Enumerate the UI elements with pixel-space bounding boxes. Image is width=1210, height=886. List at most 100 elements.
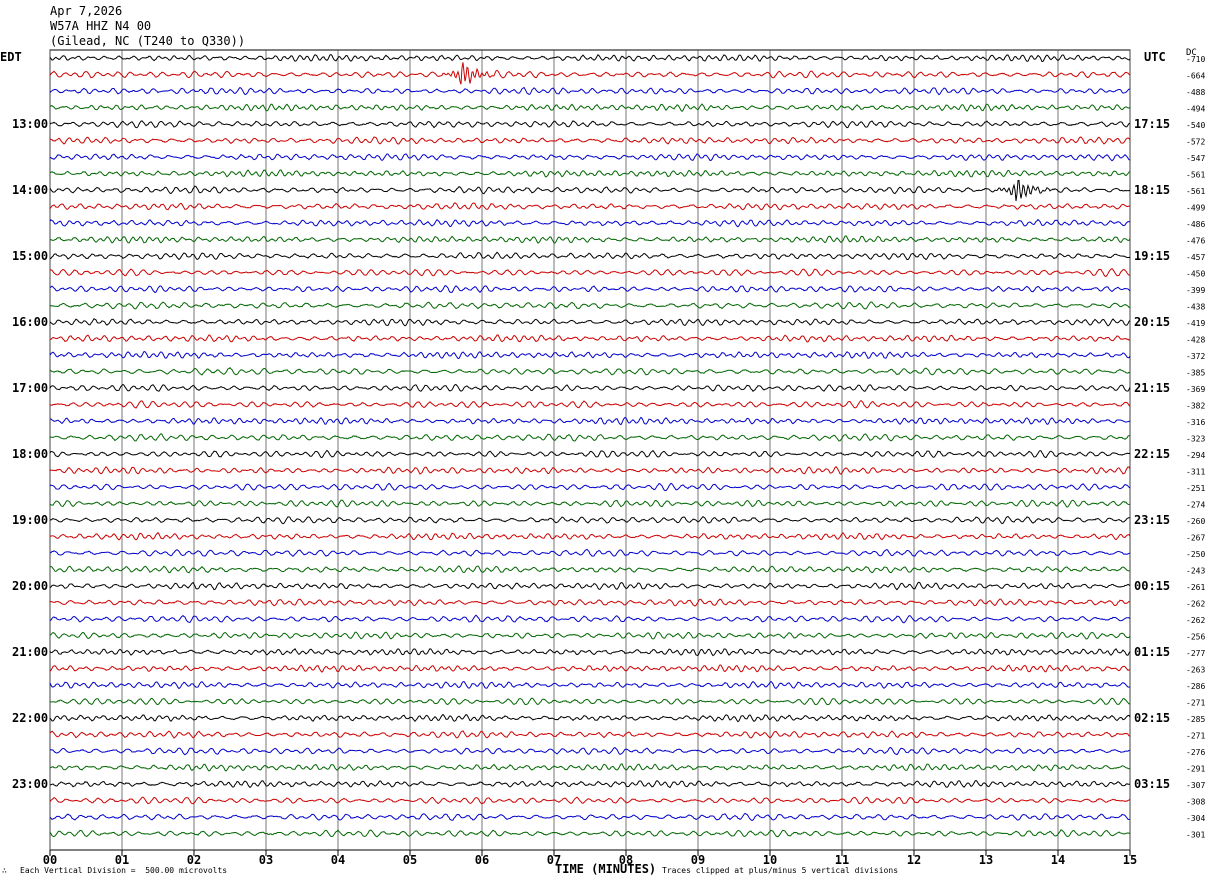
dc-offset-value: -285 (1186, 715, 1205, 724)
trace-row-19 (49, 366, 1131, 376)
trace-row-34 (49, 614, 1131, 624)
trace-row-15 (49, 301, 1131, 310)
trace-row-31 (49, 565, 1130, 574)
dc-offset-value: -304 (1186, 814, 1205, 823)
trace-row-41 (49, 730, 1131, 739)
trace-row-39 (49, 697, 1131, 706)
trace-row-21 (49, 399, 1131, 409)
dc-offset-value: -250 (1186, 550, 1205, 559)
trace-row-29 (49, 531, 1131, 541)
x-tick-label: 06 (475, 853, 489, 867)
dc-offset-value: -286 (1186, 682, 1205, 691)
dc-offset-value: -308 (1186, 798, 1205, 807)
trace-row-30 (49, 548, 1131, 558)
edt-hour-label: 20:00 (12, 579, 48, 593)
dc-offset-value: -277 (1186, 649, 1205, 658)
dc-offset-value: -261 (1186, 583, 1205, 592)
trace-row-43 (49, 763, 1131, 772)
trace-row-23 (49, 433, 1131, 442)
dc-offset-value: -262 (1186, 600, 1205, 609)
dc-offset-value: -311 (1186, 468, 1205, 477)
trace-row-7 (49, 169, 1131, 178)
utc-hour-label: 17:15 (1134, 117, 1170, 131)
chart-date: Apr 7,2026 (50, 4, 123, 18)
trace-row-5 (49, 136, 1131, 145)
edt-hour-label: 15:00 (12, 249, 48, 263)
trace-row-40 (49, 713, 1131, 723)
x-tick-label: 11 (835, 853, 849, 867)
x-tick-label: 07 (547, 853, 561, 867)
trace-row-28 (49, 515, 1131, 525)
trace-row-33 (49, 598, 1131, 607)
edt-hour-label: 22:00 (12, 711, 48, 725)
trace-row-46 (49, 812, 1131, 822)
dc-offset-value: -263 (1186, 666, 1205, 675)
dc-offset-value: -476 (1186, 237, 1205, 246)
x-tick-label: 15 (1123, 853, 1137, 867)
dc-offset-value: -438 (1186, 303, 1205, 312)
dc-offset-value: -457 (1186, 253, 1205, 262)
x-tick-label: 14 (1051, 853, 1065, 867)
edt-hour-label: 14:00 (12, 183, 48, 197)
x-tick-label: 04 (331, 853, 345, 867)
dc-offset-value: -271 (1186, 732, 1205, 741)
trace-row-42 (49, 747, 1131, 756)
x-tick-label: 05 (403, 853, 417, 867)
utc-hour-label: 02:15 (1134, 711, 1170, 725)
dc-offset-value: -316 (1186, 418, 1205, 427)
edt-hour-label: 13:00 (12, 117, 48, 131)
utc-hour-label: 21:15 (1134, 381, 1170, 395)
dc-offset-value: -572 (1186, 138, 1205, 147)
utc-hour-label: 23:15 (1134, 513, 1170, 527)
x-tick-label: 10 (763, 853, 777, 867)
utc-hour-label: 03:15 (1134, 777, 1170, 791)
dc-offset-value: -276 (1186, 748, 1205, 757)
trace-row-8 (49, 179, 1131, 202)
dc-offset-value: -419 (1186, 319, 1205, 328)
dc-offset-value: -385 (1186, 369, 1205, 378)
trace-row-0 (49, 53, 1131, 63)
dc-offset-value: -251 (1186, 484, 1205, 493)
trace-row-38 (49, 680, 1131, 690)
dc-offset-value: -494 (1186, 105, 1205, 114)
dc-offset-label: DC (1186, 48, 1197, 58)
edt-hour-label: 16:00 (12, 315, 48, 329)
dc-offset-value: -428 (1186, 336, 1205, 345)
dc-offset-value: -256 (1186, 633, 1205, 642)
trace-row-24 (49, 449, 1131, 459)
x-tick-label: 03 (259, 853, 273, 867)
x-tick-label: 08 (619, 853, 633, 867)
dc-offset-value: -450 (1186, 270, 1205, 279)
x-tick-label: 02 (187, 853, 201, 867)
edt-hour-label: 21:00 (12, 645, 48, 659)
dc-offset-value: -486 (1186, 220, 1205, 229)
trace-row-20 (49, 383, 1131, 393)
dc-offset-value: -547 (1186, 154, 1205, 163)
dc-offset-value: -262 (1186, 616, 1205, 625)
dc-offset-value: -301 (1186, 831, 1205, 840)
trace-row-6 (49, 153, 1131, 162)
dc-offset-value: -382 (1186, 402, 1205, 411)
dc-offset-value: -323 (1186, 435, 1205, 444)
trace-row-2 (49, 86, 1131, 96)
trace-row-9 (49, 202, 1131, 211)
dc-offset-value: -488 (1186, 88, 1205, 97)
dc-offset-value: -267 (1186, 534, 1205, 543)
trace-row-11 (49, 235, 1131, 244)
x-tick-label: 01 (115, 853, 129, 867)
dc-offset-value: -260 (1186, 517, 1205, 526)
dc-offset-value: -271 (1186, 699, 1205, 708)
utc-hour-label: 00:15 (1134, 579, 1170, 593)
trace-row-36 (49, 648, 1131, 657)
dc-offset-value: -561 (1186, 171, 1205, 180)
utc-hour-label: 19:15 (1134, 249, 1170, 263)
dc-offset-value: -710 (1186, 55, 1205, 64)
utc-hour-label: 20:15 (1134, 315, 1170, 329)
dc-offset-value: -561 (1186, 187, 1205, 196)
trace-row-10 (49, 218, 1131, 228)
trace-row-16 (49, 318, 1131, 327)
clip-note: Traces clipped at plus/minus 5 vertical … (662, 866, 899, 875)
trace-row-26 (49, 482, 1131, 492)
utc-hour-label: 01:15 (1134, 645, 1170, 659)
plot-frame (49, 49, 1131, 851)
